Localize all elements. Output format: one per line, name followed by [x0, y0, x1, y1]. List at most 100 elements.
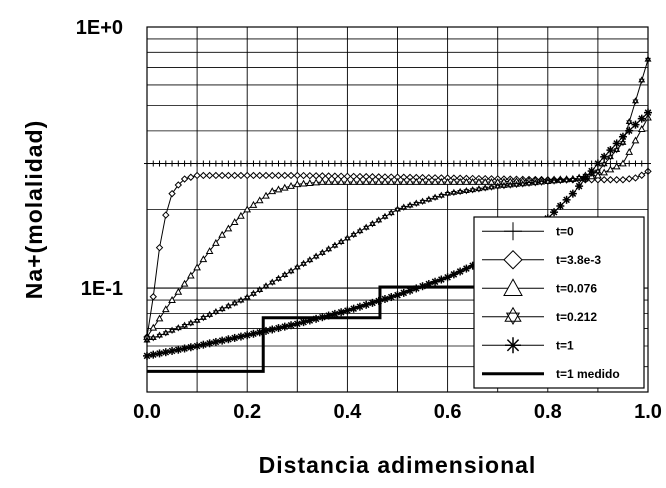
data-point — [444, 189, 452, 198]
data-point — [582, 160, 589, 167]
data-point — [180, 344, 189, 353]
data-point — [600, 152, 609, 161]
data-point — [500, 181, 508, 190]
data-point — [600, 176, 608, 184]
x-axis-label: Distancia adimensional — [259, 452, 537, 478]
data-point — [587, 167, 596, 176]
legend-marker — [503, 278, 523, 296]
data-point — [331, 177, 339, 185]
data-point — [287, 181, 295, 189]
data-point — [299, 179, 308, 187]
data-point — [331, 241, 339, 250]
legend: t=0 t=3.8e-3 t=0.076 t=0.212 t=1 t=1 medido — [473, 216, 645, 389]
data-point — [312, 178, 320, 186]
legend-label: t=1 — [556, 338, 574, 352]
data-point — [612, 176, 621, 184]
data-point — [155, 243, 164, 252]
data-point — [231, 299, 239, 307]
data-point — [462, 264, 471, 273]
series-t-0 — [144, 160, 651, 167]
data-point — [312, 252, 320, 260]
x-tick-label: 0.4 — [333, 401, 362, 423]
data-point — [344, 160, 351, 167]
data-point — [381, 160, 388, 167]
data-point — [538, 178, 546, 186]
series-t-0-212 — [143, 55, 652, 344]
data-point — [212, 238, 220, 246]
data-point — [625, 126, 634, 135]
data-point — [275, 160, 282, 167]
data-point — [437, 177, 446, 185]
data-point — [312, 172, 320, 180]
data-point — [638, 76, 646, 84]
data-point — [526, 160, 533, 167]
data-point — [294, 160, 301, 167]
data-point — [187, 319, 195, 327]
data-point — [494, 182, 502, 190]
data-point — [637, 114, 646, 123]
data-point — [186, 343, 195, 352]
data-point — [569, 175, 577, 184]
data-point — [174, 181, 183, 189]
data-point — [437, 191, 445, 200]
data-point — [343, 234, 351, 242]
data-point — [419, 197, 427, 205]
data-point — [437, 275, 446, 284]
data-point — [443, 177, 452, 185]
data-point — [606, 153, 614, 161]
legend-label: t=0.076 — [556, 281, 597, 295]
data-point — [250, 160, 257, 167]
y-tick-label: 1E+0 — [76, 17, 123, 39]
data-point — [224, 335, 233, 344]
data-point — [393, 291, 402, 300]
data-point — [393, 177, 402, 185]
data-point — [186, 271, 195, 279]
legend-entry: t=1 — [482, 337, 574, 354]
data-point — [174, 287, 183, 295]
data-point — [631, 174, 640, 182]
data-point — [287, 321, 296, 330]
data-point — [457, 160, 464, 167]
data-point — [331, 160, 338, 167]
data-point — [199, 340, 208, 349]
data-point — [600, 168, 609, 176]
data-point — [407, 160, 414, 167]
data-point — [625, 147, 634, 155]
data-point — [475, 177, 483, 185]
legend-marker — [504, 306, 522, 325]
data-point — [456, 177, 464, 185]
data-point — [212, 171, 220, 180]
data-point — [237, 211, 245, 219]
data-point — [449, 270, 458, 279]
legend-marker — [504, 222, 522, 241]
data-point — [350, 230, 358, 239]
data-point — [575, 182, 584, 191]
data-point — [230, 333, 239, 342]
data-point — [381, 177, 389, 185]
data-point — [368, 219, 376, 228]
legend-marker — [503, 250, 523, 270]
data-point — [481, 184, 489, 192]
data-point — [293, 171, 302, 180]
data-point — [369, 160, 376, 167]
data-point — [256, 171, 264, 180]
data-point — [432, 160, 439, 167]
data-point — [205, 339, 214, 348]
data-point — [280, 183, 289, 191]
data-point — [268, 325, 277, 334]
data-point — [156, 331, 164, 339]
data-point — [532, 160, 539, 167]
data-point — [349, 177, 358, 185]
data-point — [438, 160, 445, 167]
data-point — [394, 160, 401, 167]
data-point — [168, 326, 176, 335]
data-point — [469, 160, 476, 167]
data-point — [274, 324, 283, 333]
data-point — [230, 171, 239, 180]
data-point — [206, 310, 214, 319]
data-point — [199, 255, 208, 263]
data-point — [425, 160, 432, 167]
data-point — [262, 282, 270, 290]
data-point — [387, 209, 395, 217]
data-point — [412, 199, 420, 207]
